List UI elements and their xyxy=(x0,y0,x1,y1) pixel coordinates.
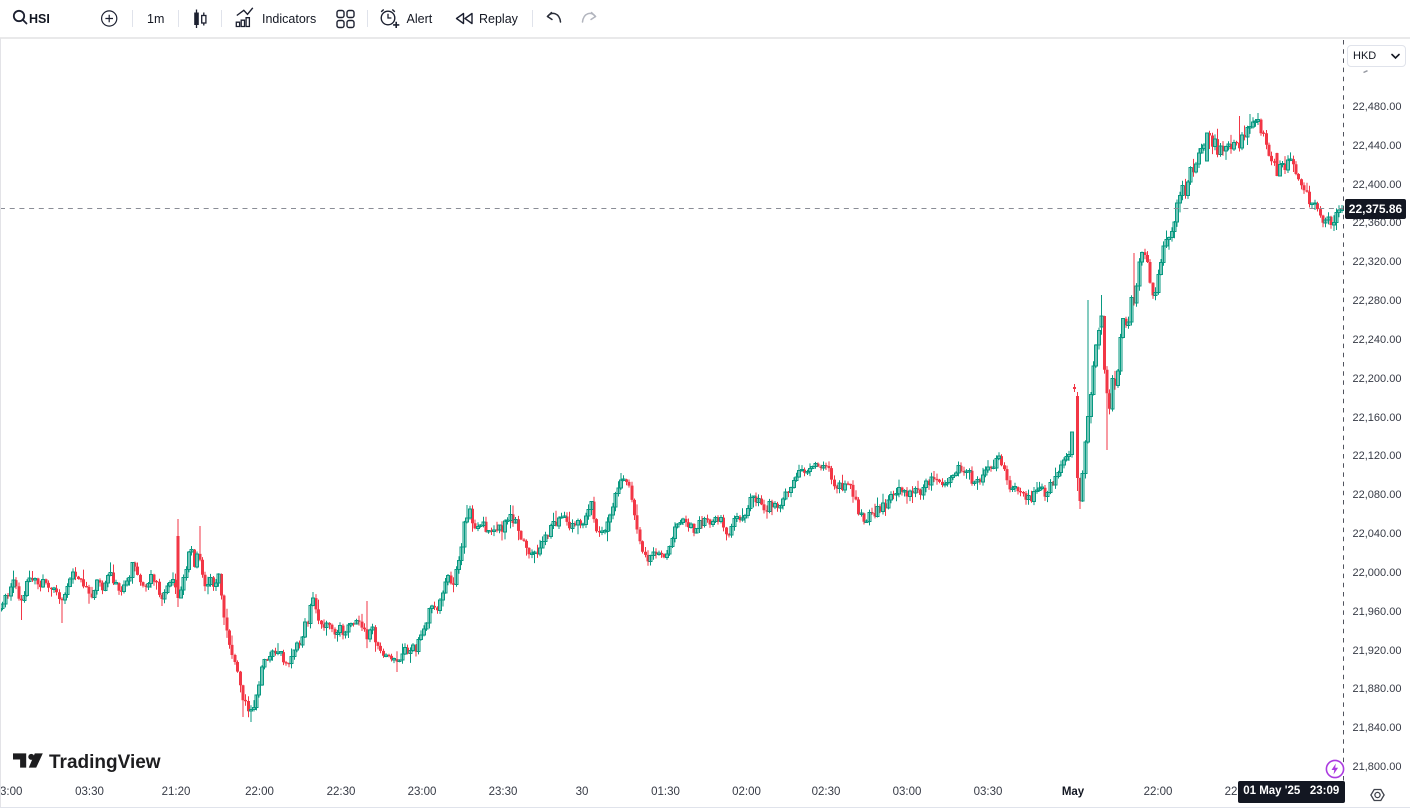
svg-text:TradingView: TradingView xyxy=(49,752,161,773)
